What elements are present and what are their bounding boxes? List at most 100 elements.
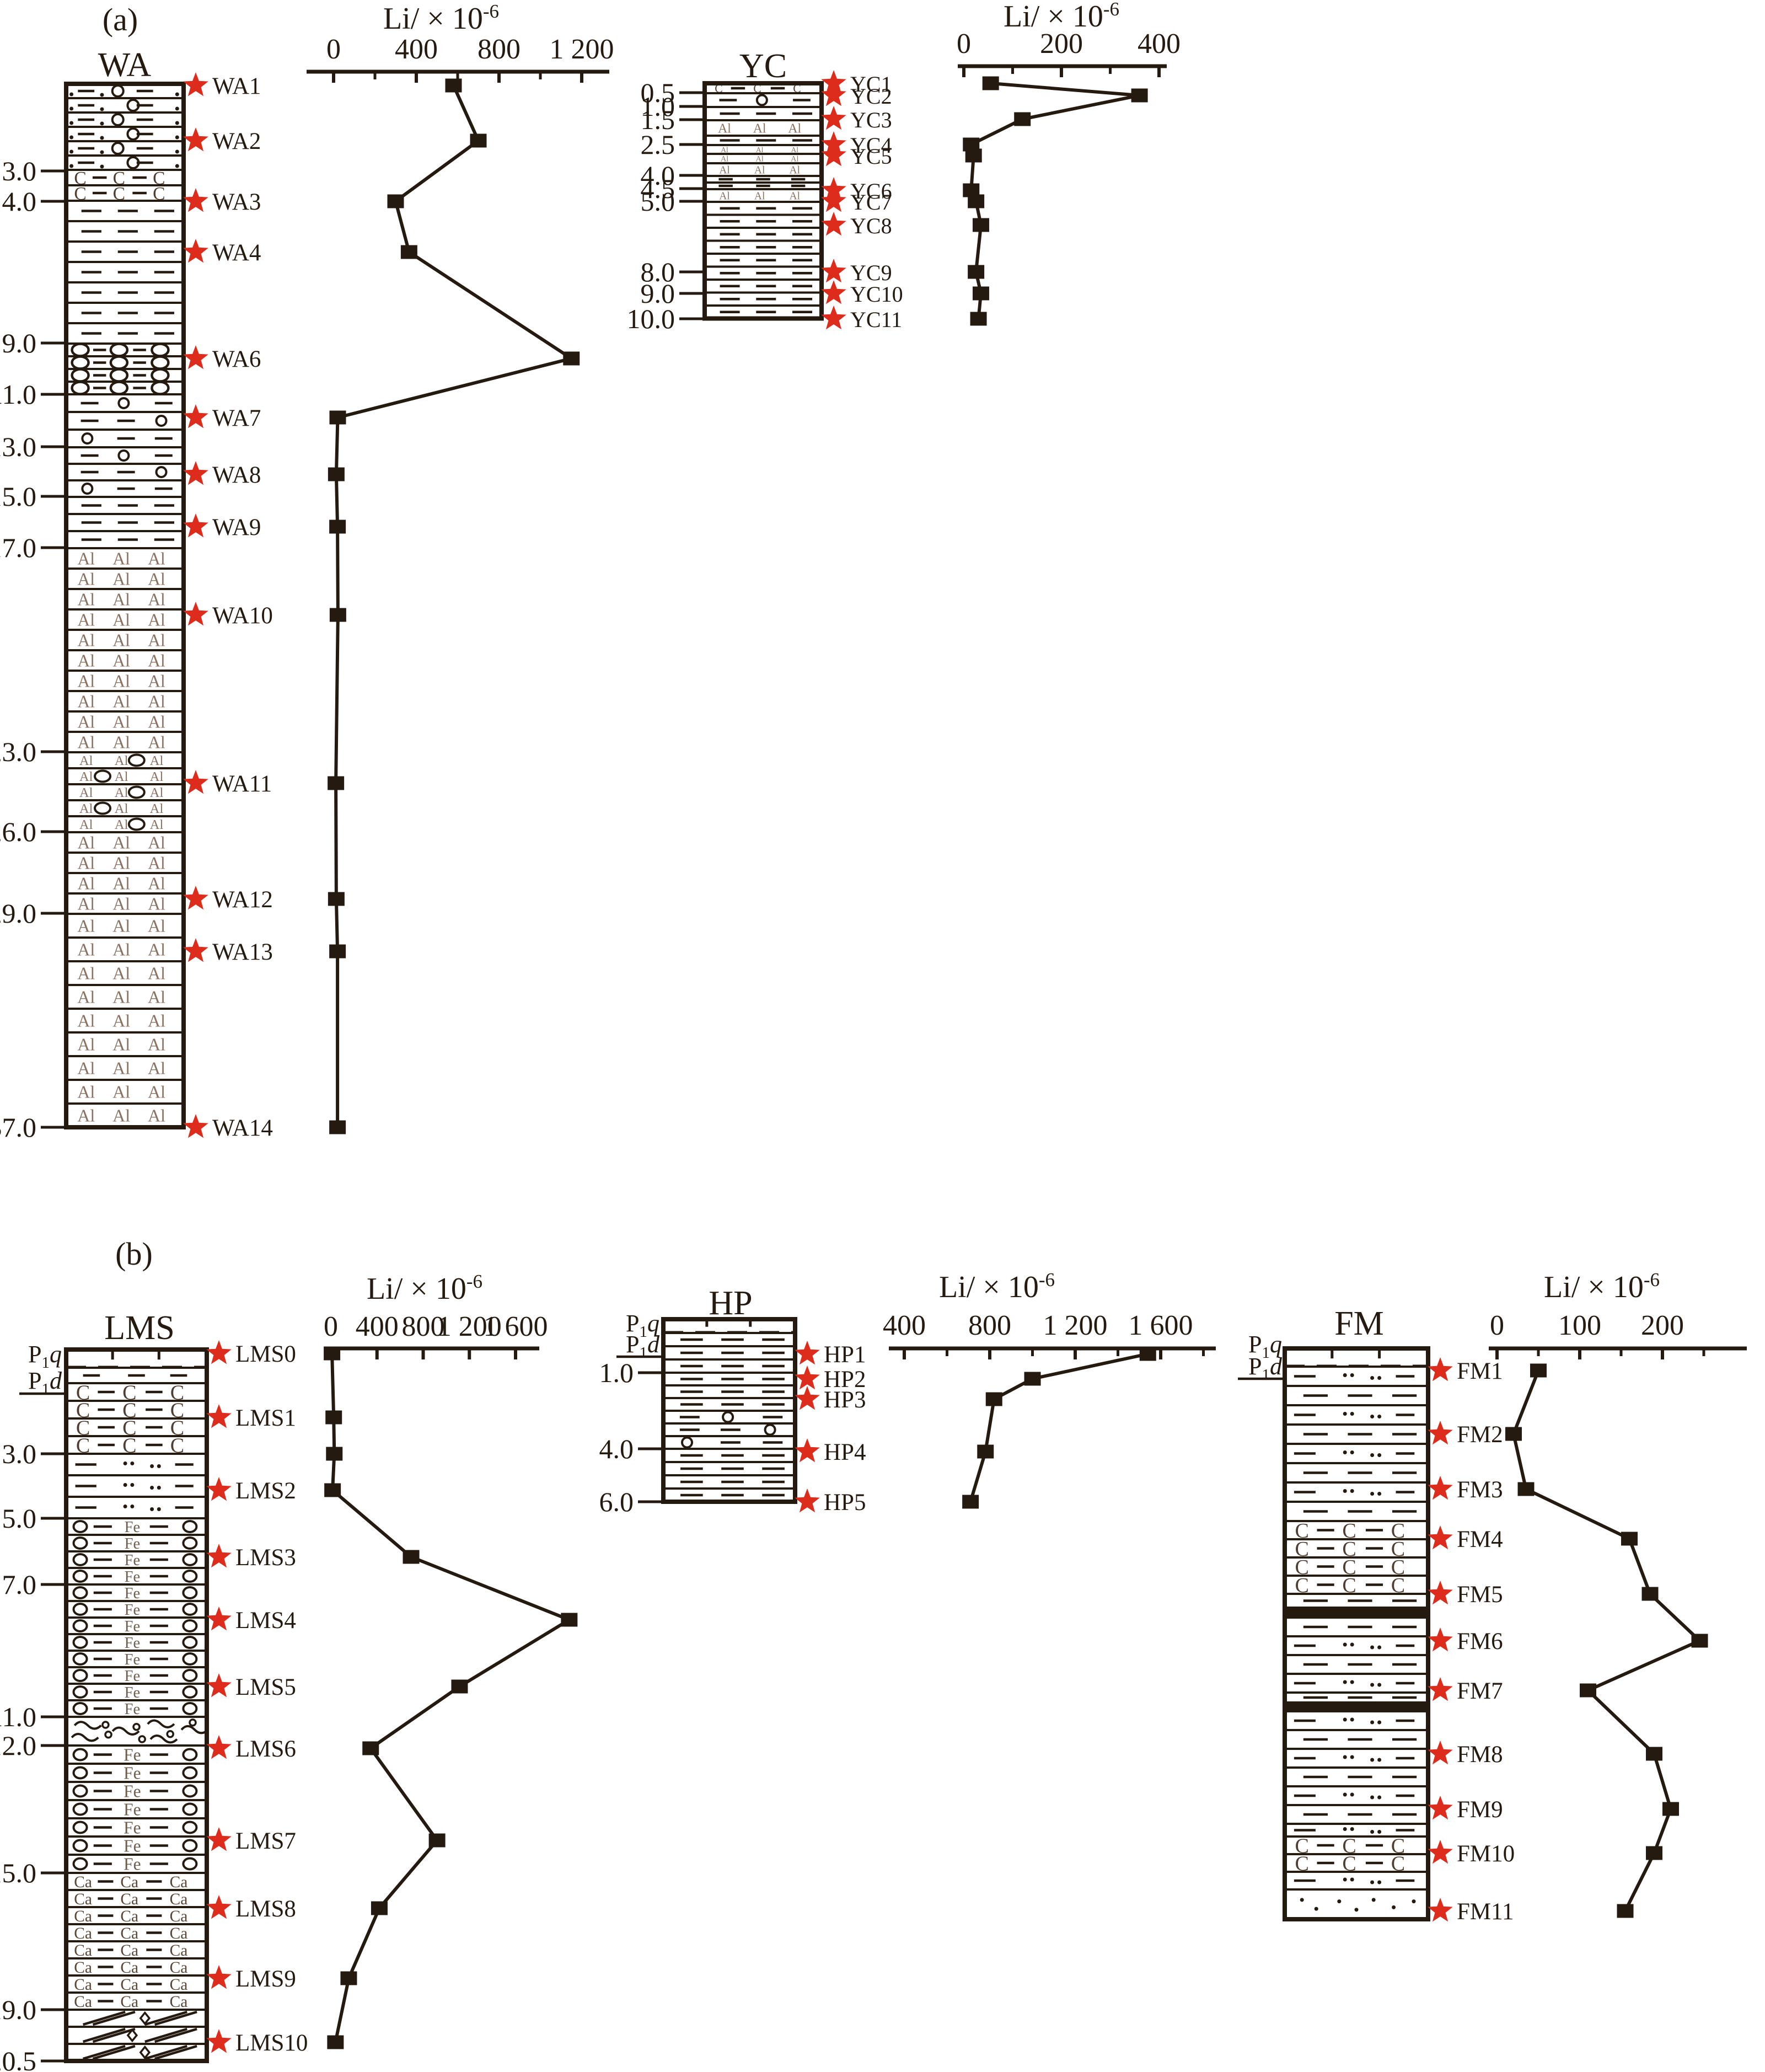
wavy-mark [149,1734,178,1744]
al-label: Al [77,895,95,914]
sample-label: WA10 [212,603,273,629]
al-label: Al [77,1011,95,1031]
layer-box [1284,1347,1429,1368]
strat-layer-muddot [1284,1366,1429,1387]
strat-layer-mudc [65,393,185,413]
circle-mark [155,415,168,427]
data-point-FM11 [1617,1904,1634,1918]
dot-mark [69,121,74,125]
sample-star-icon [1428,1677,1453,1701]
al-label: Al [77,1035,95,1054]
strat-layer-al: Al Al Al [65,710,185,733]
al-label: Al [77,1058,95,1078]
al-label: Al [148,916,165,936]
al-label: Al [112,963,130,983]
al-label: Al [150,801,164,816]
sample-label: FM6 [1457,1629,1503,1655]
sample-label: HP2 [824,1367,866,1393]
al-label: Al [77,854,95,873]
al-label: Al [789,190,800,202]
sample-label: WA1 [212,73,261,99]
strat-layer-diag [65,2043,208,2062]
coal-letter: C [113,184,125,204]
al-label: Al [148,833,165,853]
sample-star-icon [183,770,208,794]
depth-label: 3.0 [2,156,37,186]
dot-mark [69,149,74,154]
dot-mark [1350,1450,1354,1454]
dot-mark [130,1461,135,1465]
sample-label: WA2 [212,129,261,154]
al-label: Al [112,651,130,671]
strat-layer-mud [65,200,185,222]
diagonal-mark [154,2027,197,2043]
fe-label: Fe [125,1668,141,1685]
sample-star-icon [183,239,208,263]
strat-layer-fe: Fe [65,1567,208,1586]
sample-label: FM4 [1457,1527,1503,1552]
axis-tick-label: 800 [968,1310,1011,1341]
diagonal-mark [144,2010,187,2026]
sample-label: YC9 [850,260,892,285]
fe-circle [182,1821,198,1834]
pebble-circle [138,1735,146,1743]
fe-circle [72,1839,88,1853]
data-point-WA12 [328,892,345,906]
diagonal-mark [92,2010,136,2026]
fe-circle [72,1802,88,1816]
strat-layer-mud [65,281,185,304]
strat-layer-muddot [65,1453,208,1476]
strat-layer-al: Al Al Al [65,670,185,692]
data-point-FM7 [1580,1683,1596,1698]
layer-box [65,1348,208,1369]
dot-mark [1370,1683,1375,1687]
sample-label: WA4 [212,240,261,266]
depth-label: 17.0 [0,532,36,563]
dot-mark [1314,1907,1318,1911]
data-point-YC8 [972,218,989,232]
strat-layer-ca: Ca Ca Ca [65,1872,208,1891]
dot-mark [1354,1908,1359,1912]
strat-layer-fe: Fe [65,1854,208,1874]
ca-label: Ca [170,1959,188,1977]
strat-layer-mud [65,261,185,283]
al-label: Al [112,1106,130,1126]
sample-star-icon [183,127,208,152]
sample-label: WA8 [212,462,261,488]
layer-box [65,1872,208,1891]
dot-mark [100,150,104,154]
strat-layer-mud [704,213,823,229]
sample-label: FM9 [1457,1797,1503,1823]
data-point-WA11 [328,776,345,790]
circle-mark [155,466,168,478]
al-label: Al [112,611,130,630]
strat-layer-brick [65,1348,208,1370]
data-point-LMS3 [403,1550,420,1564]
depth-label: 1.0 [641,91,675,122]
strat-layer-fe: Fe [65,1583,208,1602]
data-point-WA4 [400,245,417,259]
al-label: Al [79,753,93,768]
al-label: Al [77,651,95,671]
sample-label: FM5 [1457,1582,1503,1608]
strat-layer-mud [65,240,185,263]
sample-star-icon [821,259,846,283]
circle-mark [117,449,130,462]
wavy-mark [180,1725,209,1734]
fe-circle [72,1821,88,1834]
diamond-mark [139,2045,151,2060]
plot-title: Li/ × 10-6 [1544,1269,1660,1304]
al-label: Al [115,785,128,800]
fe-circle [182,1766,198,1780]
strat-layer-fe: Fe [65,1650,208,1668]
diagonal-mark [82,2010,126,2026]
al-label: Al [77,549,95,569]
coal-letter: C [153,168,165,189]
plot-title: Li/ × 10-6 [383,1,499,36]
sample-star-icon [206,1965,232,1989]
al-label: Al [791,146,798,154]
sample-label: HP4 [824,1439,866,1465]
strat-layer-mud [704,135,823,146]
